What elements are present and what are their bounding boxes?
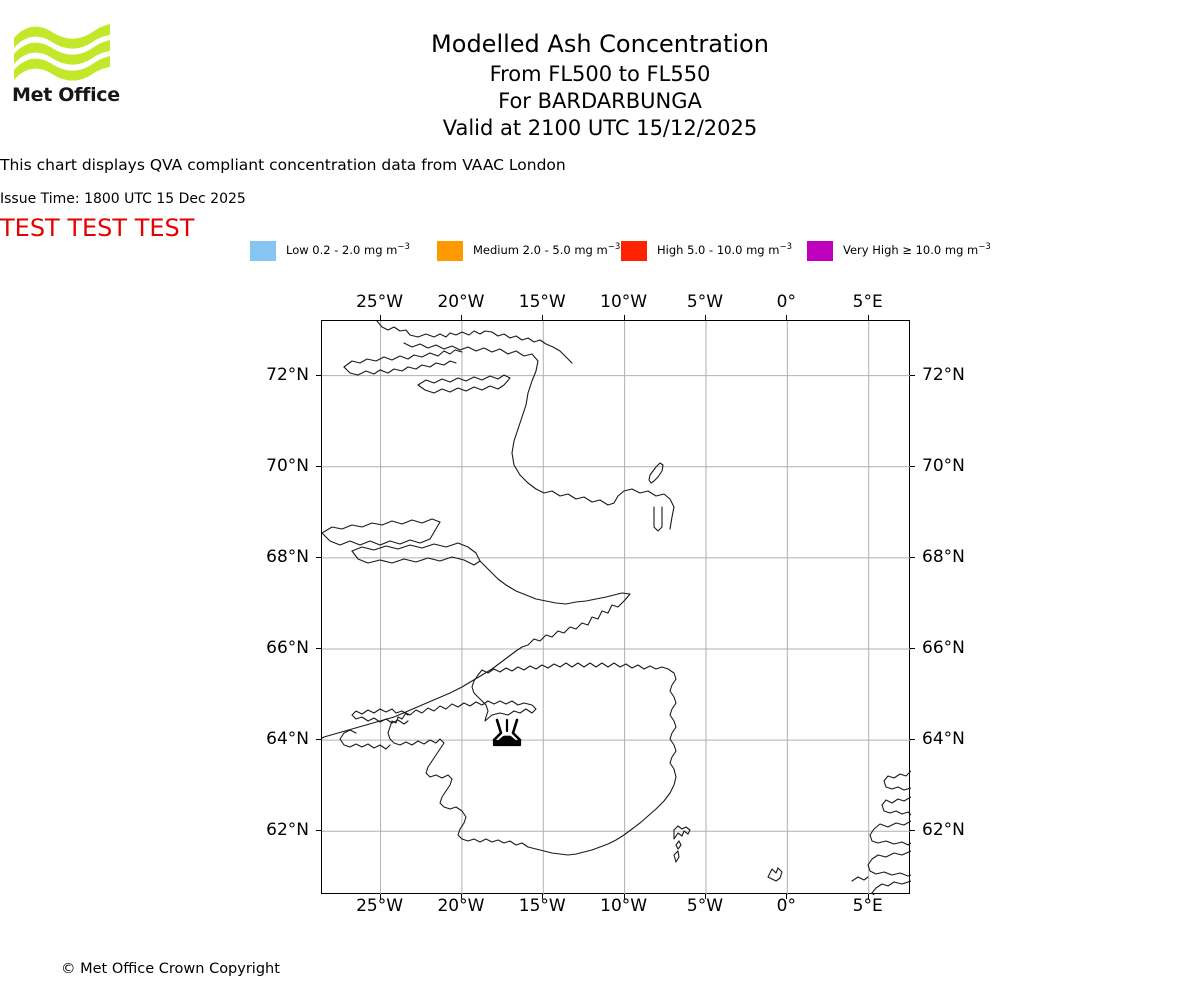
lon-tick-bottom-0°: 0° [776,896,796,916]
lon-tickmark-bottom-10°W [623,894,625,899]
lat-tickmark-right-62°N [910,830,915,832]
lon-tickmark-top-15°W [542,315,544,320]
met-office-logo-text: Met Office [12,84,120,106]
page-title: Modelled Ash Concentration [431,30,769,58]
lat-tickmark-left-70°N [316,465,321,467]
lon-tickmark-top-20°W [460,315,462,320]
lat-tickmark-left-62°N [316,830,321,832]
lon-tick-bottom-25°W: 25°W [356,896,404,916]
legend-entry-medium: Medium 2.0 - 5.0 mg m−3 [437,240,620,262]
legend-label-medium-exponent: −3 [607,242,621,253]
lon-tick-bottom-5°W: 5°W [686,896,724,916]
legend-swatch-very-high [807,241,833,261]
volcano-marker-icon [492,718,522,747]
legend-swatch-high [621,241,647,261]
legend-swatch-medium [437,241,463,261]
legend-label-very-high: Very High ≥ 10.0 mg m−3 [843,242,991,258]
met-office-logo: Met Office [12,22,122,114]
lon-tickmark-top-0° [786,315,788,320]
lon-tick-top-20°W: 20°W [437,292,485,312]
lat-tick-left-64°N: 64°N [266,729,309,750]
met-office-wave-mark [14,24,110,81]
lat-tickmark-right-72°N [910,374,915,376]
lat-tick-left-62°N: 62°N [266,820,309,841]
lon-tick-top-5°E: 5°E [852,292,883,312]
volcano-name: For BARDARBUNGA [498,89,702,113]
lat-tick-left-66°N: 66°N [266,638,309,658]
lat-tickmark-right-64°N [910,739,915,741]
legend-label-high-exponent: −3 [779,242,792,253]
lat-tickmark-left-68°N [316,556,321,558]
lon-tick-bottom-10°W: 10°W [600,896,648,916]
concentration-legend: Low 0.2 - 2.0 mg m−3 Medium 2.0 - 5.0 mg… [250,240,991,262]
legend-label-high-text: High 5.0 - 10.0 mg m [657,243,780,258]
lon-tickmark-bottom-15°W [542,894,544,899]
legend-entry-low: Low 0.2 - 2.0 mg m−3 [250,240,410,262]
lat-tick-right-64°N: 64°N [922,729,965,750]
lat-tickmark-right-66°N [910,648,915,649]
legend-entry-very-high: Very High ≥ 10.0 mg m−3 [807,240,991,262]
map-gridlines [322,321,911,895]
lat-tick-left-72°N: 72°N [266,364,309,385]
legend-swatch-low [250,241,276,261]
lon-tick-top-10°W: 10°W [600,292,648,312]
map-canvas [322,321,911,895]
legend-entry-high: High 5.0 - 10.0 mg m−3 [621,240,792,262]
valid-time: Valid at 2100 UTC 15/12/2025 [442,116,758,140]
lat-tickmark-right-70°N [910,465,915,467]
lon-tick-bottom-20°W: 20°W [437,896,485,916]
lat-tickmark-left-72°N [316,374,321,376]
lat-tickmark-right-68°N [910,556,915,558]
legend-label-very-high-text: Very High ≥ 10.0 mg m [843,243,979,258]
lon-tickmark-bottom-0° [786,894,788,899]
lon-tick-top-25°W: 25°W [356,292,404,312]
lat-tick-right-72°N: 72°N [922,364,965,385]
lon-tickmark-top-25°W [379,315,381,320]
map-plot-area[interactable] [321,320,911,895]
lon-tickmark-top-5°E [867,315,869,320]
lat-tick-right-70°N: 70°N [922,455,965,476]
legend-label-low-text: Low 0.2 - 2.0 mg m [286,243,398,258]
lon-tickmark-bottom-25°W [379,894,381,899]
lon-tick-bottom-15°W: 15°W [518,896,566,916]
chart-subtitle: This chart displays QVA compliant concen… [0,156,566,174]
lon-tickmark-top-10°W [623,315,625,320]
map-coastlines [322,321,911,895]
lat-tickmark-left-64°N [316,739,321,741]
lon-tick-top-15°W: 15°W [518,292,566,312]
legend-label-very-high-exponent: −3 [978,242,991,253]
lat-tickmark-left-66°N [316,648,321,649]
test-banner: TEST TEST TEST [0,214,195,242]
legend-label-high: High 5.0 - 10.0 mg m−3 [657,242,792,258]
copyright-text: © Met Office Crown Copyright [61,961,280,977]
legend-label-low: Low 0.2 - 2.0 mg m−3 [286,242,410,258]
lon-tickmark-bottom-20°W [460,894,462,899]
lat-tick-left-68°N: 68°N [266,546,309,567]
legend-label-medium: Medium 2.0 - 5.0 mg m−3 [473,242,621,258]
lat-tick-right-66°N: 66°N [922,638,965,658]
issue-time-text: Issue Time: 1800 UTC 15 Dec 2025 [0,191,246,207]
lat-tick-right-62°N: 62°N [922,820,965,841]
lon-tick-bottom-5°E: 5°E [852,896,883,916]
lon-tickmark-top-5°W [704,315,706,320]
lon-tickmark-bottom-5°E [867,894,869,899]
lon-tick-top-0°: 0° [776,292,796,312]
lon-tickmark-bottom-5°W [704,894,706,899]
lon-tick-top-5°W: 5°W [686,292,724,312]
lat-tick-left-70°N: 70°N [266,455,309,476]
flight-level-range: From FL500 to FL550 [489,62,711,86]
legend-label-medium-text: Medium 2.0 - 5.0 mg m [473,243,608,258]
lat-tick-right-68°N: 68°N [922,546,965,567]
legend-label-low-exponent: −3 [397,242,410,253]
